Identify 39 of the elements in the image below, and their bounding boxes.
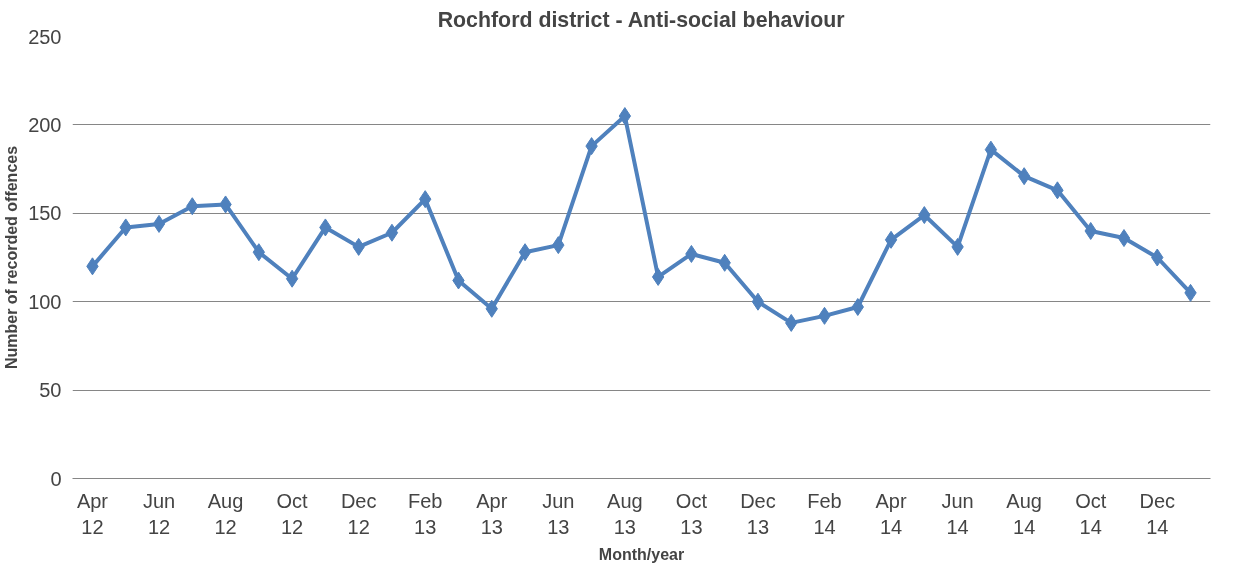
y-tick-label: 200 [28,113,62,136]
x-tick-label: Aug 13 [607,489,643,538]
y-tick-label: 0 [50,467,62,490]
x-tick-label: Dec 14 [1139,489,1176,538]
x-tick-label: Apr 12 [76,489,109,538]
point [1117,229,1131,248]
y-tick-label: 150 [28,202,62,225]
point [651,267,665,286]
y-axis-title: Number of recorded offences [3,145,21,370]
x-tick-label: Oct 12 [276,489,309,538]
x-tick-label: Dec 12 [340,489,377,538]
point [884,230,898,249]
y-tick-label: 250 [28,25,62,48]
x-tick-label: Jun 14 [941,489,974,538]
point [851,298,864,316]
x-tick-label: Oct 13 [675,489,708,538]
point [1017,167,1031,186]
x-tick-label: Dec 13 [740,489,776,538]
x-tick-label: Apr 14 [875,489,907,538]
x-tick-label: Jun 13 [542,489,575,538]
point [751,292,765,311]
x-tick-label: Jun 12 [142,489,176,538]
point [984,140,998,159]
x-axis-title: Month/year [598,545,685,563]
point [285,269,299,288]
x-tick-label: Aug 12 [207,489,244,538]
x-tick-label: Oct 14 [1075,489,1107,538]
y-tick-label: 100 [28,290,62,313]
point [152,214,166,233]
point [618,107,632,126]
point [518,243,532,262]
x-tick-label: Feb 13 [407,489,443,538]
x-tick-label: Feb 14 [807,489,842,538]
chart-title: Rochford district - Anti-social behaviour [437,7,845,32]
x-tick-label: Apr 13 [476,489,508,538]
point [385,223,399,242]
y-tick-label: 50 [39,379,62,402]
point [252,243,266,262]
x-tick-label: Aug 14 [1006,489,1042,538]
